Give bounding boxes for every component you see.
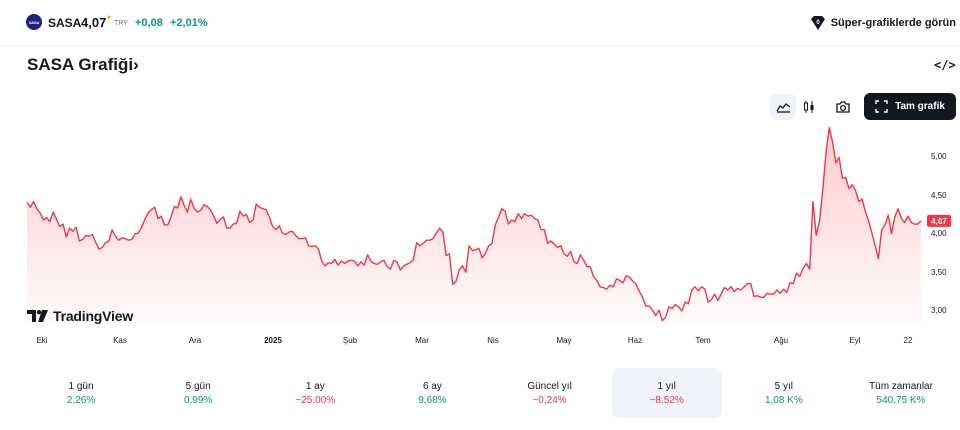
tradingview-wordmark: TradingView (53, 308, 134, 324)
x-tick-label: Kas (113, 336, 127, 345)
fullscreen-chart-button[interactable]: Tam grafik (864, 93, 956, 120)
fullscreen-label: Tam grafik (895, 101, 945, 112)
area-chart-button[interactable] (770, 94, 796, 120)
period-label: 5 yıl (774, 380, 794, 392)
candlestick-button[interactable] (796, 94, 822, 120)
camera-icon (836, 101, 850, 113)
y-tick-label: 3,50 (931, 268, 947, 277)
period-label: Tüm zamanlar (869, 380, 933, 392)
svg-text:0: 0 (816, 20, 820, 26)
snapshot-button[interactable] (830, 94, 856, 120)
period-button[interactable]: 1 ay −25,00% (260, 368, 370, 418)
x-tick-label: Eyl (849, 336, 860, 345)
x-tick-label: Tem (695, 336, 710, 345)
period-change: 2,26% (66, 394, 96, 406)
super-charts-button[interactable]: 0 Süper-grafiklerde görün (810, 15, 956, 31)
period-button[interactable]: 5 gün 0,99% (143, 368, 253, 418)
period-change: 9,68% (418, 394, 447, 406)
chart-type-toggle (770, 94, 822, 120)
x-tick-label: May (556, 336, 571, 345)
period-button[interactable]: 1 yıl −8,52% (611, 368, 722, 418)
last-price-tag (927, 214, 951, 227)
area-chart-icon (775, 103, 790, 113)
x-tick-label: Eki (36, 336, 47, 345)
super-charts-icon: 0 (810, 16, 825, 30)
x-tick-label: 2025 (264, 336, 282, 345)
price-line (26, 126, 922, 322)
period-label: 1 yıl (657, 380, 676, 392)
period-selector: 1 gün 2,26% 5 gün 0,99% 1 ay −25,00% 6 ay 9,68%… (26, 368, 956, 418)
period-button[interactable]: 6 ay 9,68% (377, 368, 487, 418)
period-change: 540,75 K% (876, 394, 926, 406)
period-label: 5 gün (185, 380, 211, 392)
x-tick-label: Şub (343, 336, 358, 345)
price-change: +0,08 (135, 17, 163, 29)
price-change-percent: +2,01% (170, 17, 208, 29)
super-charts-label: Süper-grafiklerde görün (830, 17, 956, 29)
market-status-icon: ● (107, 14, 112, 21)
period-label: 1 gün (68, 380, 94, 392)
chart-title: SASA Grafiği (27, 55, 134, 74)
chevron-right-icon: › (133, 55, 139, 74)
fullscreen-icon (875, 100, 888, 113)
x-tick-label: 22 (904, 336, 913, 345)
y-tick-label: 5,00 (931, 152, 947, 161)
last-price: 4,07 (81, 15, 107, 30)
price-chart[interactable]: 5,00 4,50 4,00 3,50 3,00 Eki Kas Ara 2025 Şub Mar… (0, 0, 960, 350)
period-change: −25,00% (295, 394, 336, 406)
embed-code-icon[interactable]: </> (934, 58, 956, 72)
period-button[interactable]: 5 yıl 1,08 K% (729, 368, 839, 418)
y-tick-label: 4,00 (931, 229, 947, 238)
period-change: −8,52% (649, 394, 684, 406)
sasa-logo-icon[interactable]: SASA (26, 14, 42, 30)
chart-title-link[interactable]: SASA Grafiği› (27, 55, 139, 75)
period-change: −0,24% (532, 394, 567, 406)
y-tick-label: 4,50 (931, 191, 947, 200)
last-price-tag-label: 4,07 (931, 217, 947, 226)
tradingview-logo[interactable]: TradingView (27, 308, 133, 324)
x-tick-label: Haz (628, 336, 642, 345)
x-tick-label: Ağu (774, 336, 788, 345)
tradingview-logo-icon (27, 310, 48, 322)
price-area (27, 127, 921, 323)
symbol-header: SASA SASA 4,07 ● TRY +0,08 +2,01% 0 Süpe… (0, 0, 960, 46)
period-button[interactable]: 1 gün 2,26% (26, 368, 136, 418)
x-tick-label: Mar (415, 336, 429, 345)
period-button[interactable]: Güncel yıl −0,24% (495, 368, 605, 418)
y-tick-label: 3,00 (931, 306, 947, 315)
period-label: 1 ay (305, 380, 325, 392)
x-tick-label: Nis (487, 336, 499, 345)
currency-label: TRY (114, 20, 128, 27)
period-change: 0,99% (183, 394, 213, 406)
period-change: 1,08 K% (764, 394, 803, 406)
period-label: 6 ay (422, 380, 442, 392)
candlestick-icon (804, 101, 814, 113)
period-button[interactable]: Tüm zamanlar 540,75 K% (846, 368, 956, 418)
symbol-name[interactable]: SASA (48, 16, 82, 30)
period-label: Güncel yıl (527, 380, 572, 392)
x-tick-label: Ara (189, 336, 202, 345)
